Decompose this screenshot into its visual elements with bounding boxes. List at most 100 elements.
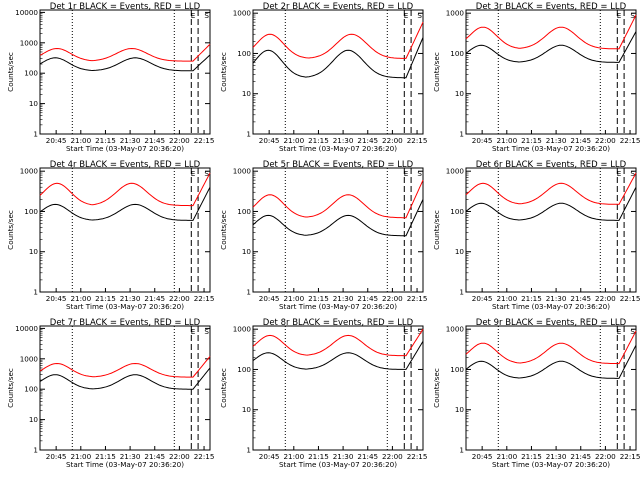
marker-label-E: E (191, 169, 196, 178)
plot-frame (252, 9, 424, 135)
x-tick-label: 21:00 (283, 294, 304, 303)
y-tick-label: 100 (24, 385, 38, 394)
x-tick-label: 22:00 (595, 294, 616, 303)
y-tick-label: 1000 (233, 167, 252, 176)
y-tick-label: 10 (29, 99, 39, 108)
x-axis-label: Start Time (03-May-07 20:36:20) (492, 144, 610, 153)
chart-title: Det 7r BLACK = Events, RED = LLD (50, 318, 201, 328)
chart-title: Det 2r BLACK = Events, RED = LLD (263, 2, 414, 12)
chart-title: Det 1r BLACK = Events, RED = LLD (50, 2, 201, 12)
x-tick-label: 22:15 (620, 294, 640, 303)
x-axis-label: Start Time (03-May-07 20:36:20) (66, 302, 184, 311)
plot-frame (465, 325, 637, 451)
x-axis-label: Start Time (03-May-07 20:36:20) (279, 144, 397, 153)
y-tick-label: 1000 (446, 9, 465, 18)
x-tick-label: 21:15 (308, 294, 329, 303)
chart-panel-8: Det 8r BLACK = Events, RED = LLD 1 10 100 10… (219, 318, 427, 469)
y-tick-label: 100 (237, 207, 251, 216)
marker-label-S: S (204, 11, 209, 20)
chart-panel-2: Det 2r BLACK = Events, RED = LLD 1 10 100 10… (219, 2, 427, 153)
x-tick-label: 22:00 (169, 294, 190, 303)
marker-label-S: S (630, 169, 635, 178)
x-tick-label: 21:00 (496, 136, 517, 145)
y-tick-label: 1000 (20, 38, 39, 47)
x-tick-label: 22:15 (407, 136, 428, 145)
x-tick-label: 21:00 (283, 452, 304, 461)
y-axis-label: Counts/sec (432, 368, 441, 408)
x-tick-label: 21:15 (308, 452, 329, 461)
x-axis-label: Start Time (03-May-07 20:36:20) (66, 144, 184, 153)
x-tick-label: 21:30 (333, 136, 354, 145)
x-tick-label: 22:15 (194, 136, 215, 145)
marker-label-E: E (617, 11, 622, 20)
y-tick-label: 1 (246, 288, 251, 297)
marker-label-E: E (191, 327, 196, 336)
x-tick-label: 22:00 (382, 294, 403, 303)
x-tick-label: 21:00 (283, 136, 304, 145)
x-tick-label: 21:45 (144, 294, 165, 303)
x-axis-label: Start Time (03-May-07 20:36:20) (279, 302, 397, 311)
x-tick-label: 20:45 (472, 294, 493, 303)
chart-title: Det 5r BLACK = Events, RED = LLD (263, 160, 414, 170)
y-tick-label: 1 (33, 446, 38, 455)
y-tick-label: 1 (246, 130, 251, 139)
y-tick-label: 1000 (233, 9, 252, 18)
y-tick-label: 1 (246, 446, 251, 455)
marker-label-S: S (417, 327, 422, 336)
x-axis-label: Start Time (03-May-07 20:36:20) (492, 302, 610, 311)
plot-frame (465, 167, 637, 293)
y-tick-label: 1 (33, 288, 38, 297)
chart-panel-4: Det 4r BLACK = Events, RED = LLD 1 10 100 10… (6, 160, 214, 311)
events-series-line (39, 54, 211, 72)
y-tick-label: 10 (455, 89, 465, 98)
y-tick-label: 100 (24, 69, 38, 78)
y-tick-label: 10 (29, 415, 39, 424)
x-tick-label: 21:15 (95, 452, 116, 461)
y-tick-label: 1 (459, 446, 464, 455)
plot-frame (39, 325, 211, 451)
y-tick-label: 1 (459, 130, 464, 139)
chart-title: Det 8r BLACK = Events, RED = LLD (263, 318, 414, 328)
x-tick-label: 22:15 (620, 452, 640, 461)
marker-label-S: S (630, 11, 635, 20)
x-tick-label: 21:30 (333, 452, 354, 461)
plot-frame (252, 167, 424, 293)
x-tick-label: 21:30 (546, 294, 567, 303)
lld-series-line (39, 43, 211, 62)
chart-panel-3: Det 3r BLACK = Events, RED = LLD 1 10 100 10… (432, 2, 640, 153)
y-tick-label: 1 (33, 130, 38, 139)
y-tick-label: 1000 (446, 167, 465, 176)
events-series-line (465, 186, 637, 221)
chart-title: Det 6r BLACK = Events, RED = LLD (476, 160, 627, 170)
x-tick-label: 22:15 (194, 452, 215, 461)
x-tick-label: 22:00 (382, 452, 403, 461)
marker-label-E: E (404, 169, 409, 178)
chart-panel-1: Det 1r BLACK = Events, RED = LLD 1 10 100 10… (6, 2, 214, 153)
x-tick-label: 21:15 (95, 136, 116, 145)
x-tick-label: 20:45 (472, 452, 493, 461)
x-tick-label: 21:00 (70, 294, 91, 303)
lld-series-line (465, 172, 637, 205)
y-tick-label: 1000 (446, 325, 465, 334)
marker-label-E: E (617, 327, 622, 336)
y-axis-label: Counts/sec (219, 368, 228, 408)
x-tick-label: 21:30 (546, 136, 567, 145)
events-series-line (252, 341, 424, 370)
lld-series-line (252, 21, 424, 59)
marker-label-S: S (630, 327, 635, 336)
y-tick-label: 10 (455, 247, 465, 256)
events-series-line (465, 31, 637, 63)
x-tick-label: 22:15 (194, 294, 215, 303)
chart-panel-5: Det 5r BLACK = Events, RED = LLD 1 10 100 10… (219, 160, 427, 311)
x-tick-label: 20:45 (259, 452, 280, 461)
x-tick-label: 21:45 (144, 136, 165, 145)
marker-label-S: S (204, 169, 209, 178)
chart-title: Det 9r BLACK = Events, RED = LLD (476, 318, 627, 328)
lld-series-line (39, 356, 211, 378)
x-tick-label: 21:30 (120, 136, 141, 145)
x-tick-label: 20:45 (259, 294, 280, 303)
y-tick-label: 100 (237, 365, 251, 374)
chart-title: Det 4r BLACK = Events, RED = LLD (50, 160, 201, 170)
